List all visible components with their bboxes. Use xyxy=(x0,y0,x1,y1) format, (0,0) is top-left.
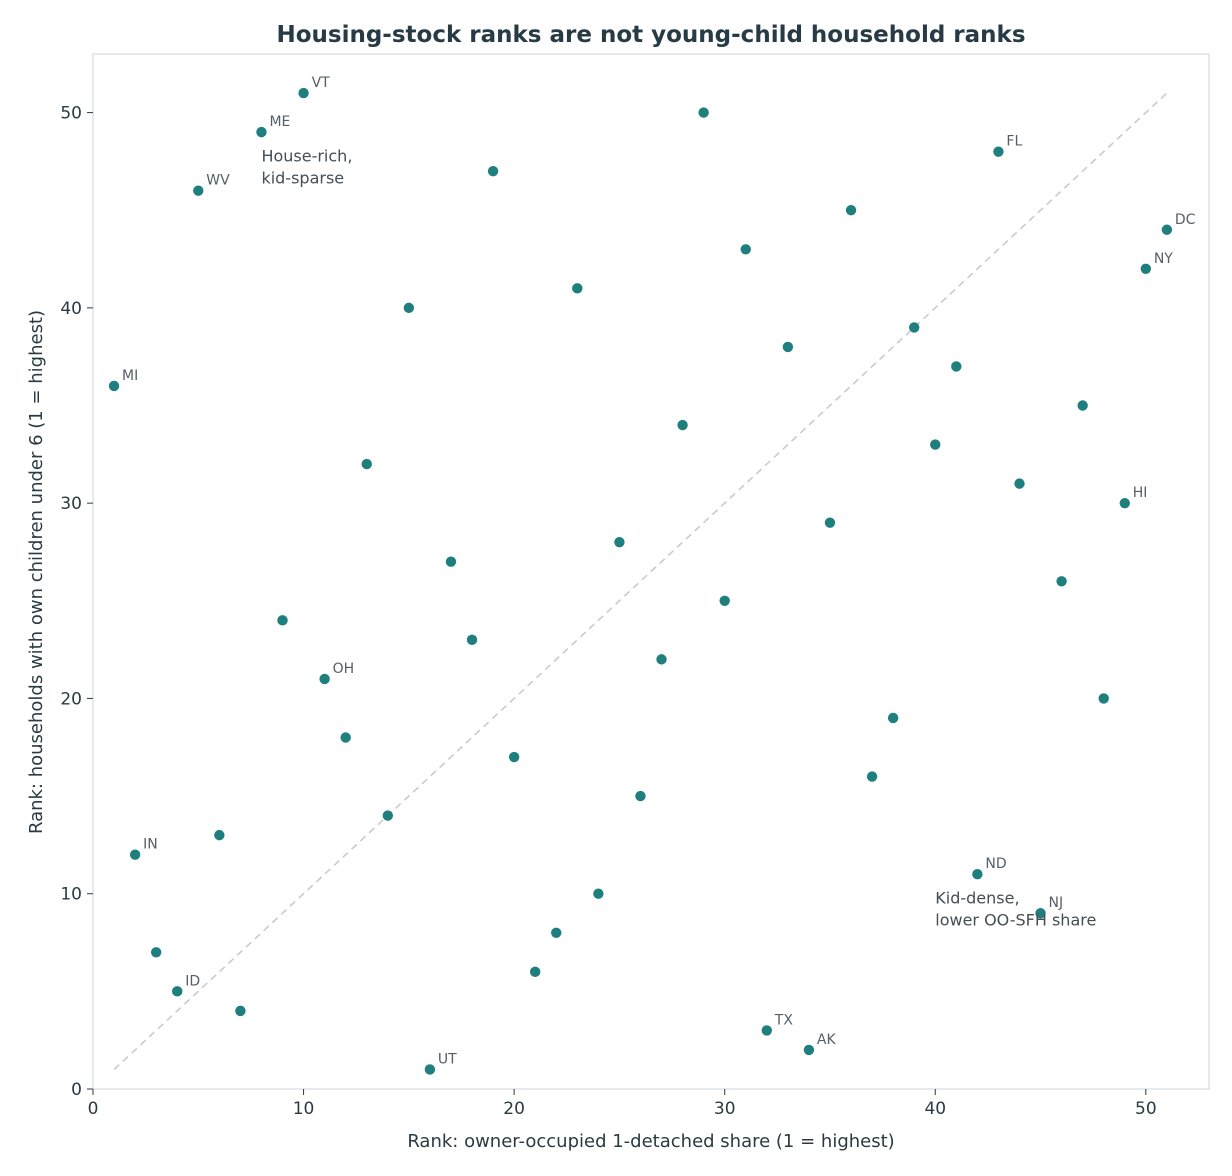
point-labels: MI IN ID WV ME VT OH UT TX AK ND FL NJ HI NY DC xyxy=(122,75,1196,1067)
data-point xyxy=(445,556,457,567)
data-point xyxy=(909,322,920,333)
point-label: OH xyxy=(333,661,355,677)
data-point xyxy=(635,790,646,802)
data-point xyxy=(529,966,541,978)
data-point xyxy=(761,1025,773,1036)
data-point xyxy=(150,947,162,958)
data-point xyxy=(614,537,625,548)
annotation-text: lower OO-SFH share xyxy=(935,910,1096,929)
annotation-text: House-rich, xyxy=(261,146,352,165)
point-label: ME xyxy=(269,114,290,130)
x-tick-label: 30 xyxy=(714,1099,736,1119)
data-point xyxy=(845,205,857,216)
data-point xyxy=(214,829,225,841)
point-label: HI xyxy=(1133,485,1148,501)
y-tick-label: 10 xyxy=(60,885,82,905)
x-axis-label: Rank: owner-occupied 1-detached share (1… xyxy=(407,1131,894,1152)
data-point xyxy=(951,361,962,372)
data-point xyxy=(361,458,372,470)
data-point xyxy=(551,927,562,938)
plot-area-frame xyxy=(92,53,1210,1090)
data-point xyxy=(1056,576,1067,587)
point-label: IN xyxy=(143,837,158,853)
x-tick-label: 0 xyxy=(88,1099,99,1119)
data-point xyxy=(656,654,667,665)
data-point xyxy=(193,185,204,196)
point-label: ND xyxy=(985,856,1006,872)
data-point xyxy=(108,380,120,392)
x-tick-label: 40 xyxy=(924,1099,946,1119)
point-label: UT xyxy=(438,1051,457,1067)
data-point xyxy=(129,849,141,860)
data-point xyxy=(782,341,794,353)
x-tick-label: 20 xyxy=(503,1099,525,1119)
data-point xyxy=(930,439,941,450)
annotation-text: kid-sparse xyxy=(261,168,344,187)
point-label: MI xyxy=(122,368,138,384)
data-point xyxy=(719,595,730,606)
data-point xyxy=(466,634,478,646)
data-point xyxy=(1014,478,1025,489)
data-point xyxy=(1161,224,1173,235)
data-point xyxy=(1077,400,1088,411)
x-tick-label: 50 xyxy=(1135,1099,1157,1119)
y-tick-label: 20 xyxy=(60,689,82,709)
data-point xyxy=(1098,693,1109,704)
data-point xyxy=(993,146,1004,157)
y-axis: 0 10 20 30 40 50 xyxy=(60,104,93,1100)
data-point xyxy=(866,771,878,782)
y-tick-label: 50 xyxy=(60,104,82,124)
point-label: WV xyxy=(206,173,230,189)
data-point xyxy=(972,868,983,880)
data-point xyxy=(740,244,751,255)
point-label: FL xyxy=(1006,134,1022,150)
data-point xyxy=(382,810,393,821)
point-label: ID xyxy=(185,973,200,989)
y-tick-label: 30 xyxy=(60,494,82,514)
data-point xyxy=(256,126,267,138)
data-point xyxy=(403,302,415,314)
data-point xyxy=(340,732,351,743)
data-point xyxy=(487,165,499,177)
data-point xyxy=(1035,908,1046,919)
point-label: DC xyxy=(1175,212,1196,228)
data-point xyxy=(1140,263,1152,275)
data-point xyxy=(235,1005,246,1017)
y-tick-label: 40 xyxy=(60,299,82,319)
data-point xyxy=(677,419,688,431)
annotation-text: Kid-dense, xyxy=(935,888,1019,907)
data-point xyxy=(803,1044,815,1056)
data-point xyxy=(887,712,899,724)
data-points xyxy=(108,87,1173,1075)
point-label: AK xyxy=(817,1032,837,1048)
data-point xyxy=(298,87,309,99)
data-point xyxy=(277,615,288,626)
x-axis: 0 10 20 30 40 50 xyxy=(88,1089,1157,1119)
data-point xyxy=(824,517,836,528)
data-point xyxy=(698,107,709,118)
data-point xyxy=(508,751,520,763)
point-label: VT xyxy=(312,75,331,91)
data-point xyxy=(172,986,183,997)
annotations: House-rich, kid-sparse Kid-dense, lower OO-… xyxy=(261,146,1096,929)
chart-title: Housing-stock ranks are not young-child … xyxy=(276,22,1025,48)
x-tick-label: 10 xyxy=(293,1099,315,1119)
y-tick-label: 0 xyxy=(71,1080,82,1100)
y-axis-label: Rank: households with own children under… xyxy=(26,310,47,834)
data-point xyxy=(319,673,330,685)
data-point xyxy=(424,1064,436,1075)
data-point xyxy=(593,888,604,899)
data-point xyxy=(1119,497,1130,509)
point-label: TX xyxy=(774,1012,794,1028)
data-point xyxy=(572,283,583,294)
point-label: NJ xyxy=(1049,895,1064,911)
point-label: NY xyxy=(1154,251,1173,267)
